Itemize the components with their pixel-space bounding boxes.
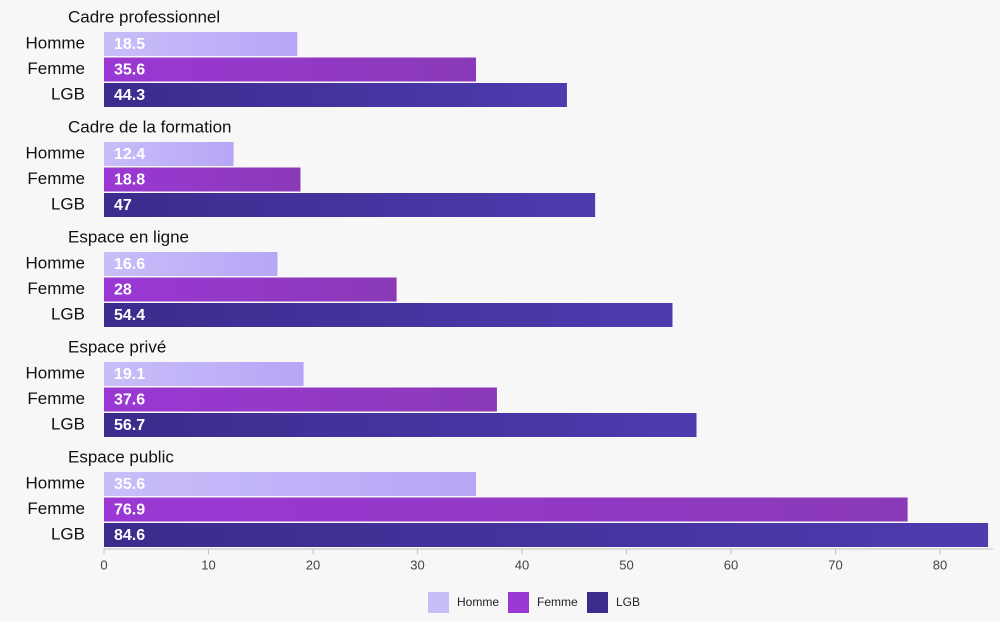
bar-homme bbox=[104, 362, 304, 386]
value-label: 35.6 bbox=[114, 476, 145, 493]
legend-swatch bbox=[508, 592, 529, 613]
legend-item[interactable]: Homme bbox=[428, 592, 499, 613]
category-label: Femme bbox=[27, 499, 85, 518]
bar-lgb bbox=[104, 83, 567, 107]
legend-label: Femme bbox=[537, 595, 578, 609]
category-label: Homme bbox=[25, 363, 85, 382]
x-tick-label: 80 bbox=[933, 557, 947, 572]
x-tick-label: 50 bbox=[619, 557, 633, 572]
bar-group: Espace privé Homme 19.1 Femme 37.6 LGB 56.7 bbox=[25, 337, 697, 437]
legend-item[interactable]: LGB bbox=[587, 592, 640, 613]
bar-lgb bbox=[104, 523, 989, 547]
value-label: 35.6 bbox=[114, 62, 145, 79]
bar-femme bbox=[104, 277, 397, 302]
x-tick-label: 10 bbox=[201, 557, 215, 572]
legend-label: Homme bbox=[457, 595, 499, 609]
category-label: LGB bbox=[51, 414, 85, 433]
bar-group: Espace en ligne Homme 16.6 Femme 28 LGB 54.4 bbox=[25, 227, 673, 327]
value-label: 47 bbox=[114, 197, 132, 214]
bar-homme bbox=[104, 32, 298, 56]
bar-group: Espace public Homme 35.6 Femme 76.9 LGB 84.6 bbox=[25, 447, 989, 547]
group-title: Espace en ligne bbox=[68, 227, 189, 246]
value-label: 18.5 bbox=[114, 36, 145, 53]
bar-group: Cadre de la formation Homme 12.4 Femme 18.8 L… bbox=[25, 117, 596, 217]
category-label: LGB bbox=[51, 524, 85, 543]
category-label: Femme bbox=[27, 59, 85, 78]
bar-femme bbox=[104, 167, 301, 192]
bar-homme bbox=[104, 252, 278, 276]
bar-femme bbox=[104, 497, 908, 522]
value-label: 37.6 bbox=[114, 392, 145, 409]
x-tick-label: 20 bbox=[306, 557, 320, 572]
x-tick-label: 60 bbox=[724, 557, 738, 572]
category-label: LGB bbox=[51, 84, 85, 103]
value-label: 16.6 bbox=[114, 256, 145, 273]
bar-femme bbox=[104, 387, 497, 412]
value-label: 19.1 bbox=[114, 366, 145, 383]
value-label: 44.3 bbox=[114, 87, 145, 104]
group-title: Espace privé bbox=[68, 337, 166, 356]
value-label: 28 bbox=[114, 282, 132, 299]
value-label: 54.4 bbox=[114, 307, 145, 324]
category-label: Homme bbox=[25, 33, 85, 52]
category-label: Femme bbox=[27, 169, 85, 188]
bar-lgb bbox=[104, 303, 673, 327]
legend-swatch bbox=[587, 592, 608, 613]
x-tick-label: 30 bbox=[410, 557, 424, 572]
group-title: Cadre de la formation bbox=[68, 117, 231, 136]
bar-homme bbox=[104, 472, 477, 496]
value-label: 56.7 bbox=[114, 417, 145, 434]
value-label: 84.6 bbox=[114, 527, 145, 544]
value-label: 76.9 bbox=[114, 502, 145, 519]
bar-lgb bbox=[104, 413, 697, 437]
x-tick-label: 70 bbox=[828, 557, 842, 572]
x-tick-label: 40 bbox=[515, 557, 529, 572]
category-label: Homme bbox=[25, 253, 85, 272]
category-label: Homme bbox=[25, 473, 85, 492]
value-label: 12.4 bbox=[114, 146, 145, 163]
category-label: Femme bbox=[27, 279, 85, 298]
bar-homme bbox=[104, 142, 234, 166]
legend-label: LGB bbox=[616, 595, 640, 609]
group-title: Espace public bbox=[68, 447, 174, 466]
legend-swatch bbox=[428, 592, 449, 613]
category-label: Femme bbox=[27, 389, 85, 408]
bar-lgb bbox=[104, 193, 596, 217]
value-label: 18.8 bbox=[114, 172, 145, 189]
bar-group: Cadre professionnel Homme 18.5 Femme 35.6 LGB… bbox=[25, 7, 567, 107]
category-label: LGB bbox=[51, 304, 85, 323]
legend-item[interactable]: Femme bbox=[508, 592, 578, 613]
x-tick-label: 0 bbox=[100, 557, 107, 572]
category-label: LGB bbox=[51, 194, 85, 213]
group-title: Cadre professionnel bbox=[68, 7, 220, 26]
bar-femme bbox=[104, 57, 477, 82]
category-label: Homme bbox=[25, 143, 85, 162]
